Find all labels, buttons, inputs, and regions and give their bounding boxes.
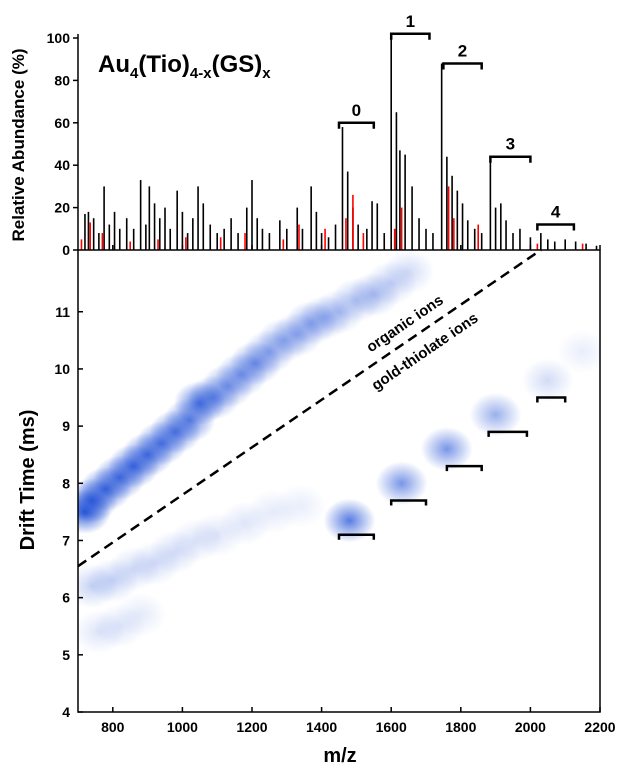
y-tick-label: 100 (47, 30, 71, 46)
y-tick-label: 40 (54, 157, 70, 173)
heatmap (78, 250, 600, 654)
y-tick-label: 20 (54, 200, 70, 216)
x-tick-label: 1200 (236, 719, 267, 735)
y-tick-label: 80 (54, 72, 70, 88)
y-tick-label: 5 (62, 647, 70, 663)
group-label: 3 (506, 135, 515, 154)
x-tick-label: 800 (101, 719, 125, 735)
x-tick-label: 1800 (445, 719, 476, 735)
group-label: 2 (458, 41, 467, 60)
intensity-spot (274, 484, 327, 529)
x-axis-label: m/z (323, 745, 356, 767)
x-tick-label: 1600 (376, 719, 407, 735)
group-label: 0 (352, 101, 361, 120)
y-axis-label: Drift Time (ms) (17, 410, 39, 551)
intensity-spot (114, 592, 167, 637)
x-tick-label: 1400 (306, 719, 337, 735)
drift-bracket (445, 464, 483, 472)
drift-bracket (389, 499, 428, 506)
plot-frame (77, 249, 601, 713)
region-label: gold-thiolate ions (369, 310, 482, 395)
x-tick-label: 2200 (584, 719, 615, 735)
intensity-spot (556, 329, 600, 374)
y-tick-label: 0 (62, 242, 70, 258)
intensity-spot (420, 426, 473, 471)
y-tick-label: 8 (62, 475, 70, 491)
group-bracket (389, 32, 431, 40)
x-tick-label: 2000 (515, 719, 546, 735)
group-bracket (337, 121, 376, 129)
group-bracket (489, 155, 532, 163)
boundary-line (77, 248, 542, 568)
drift-bracket (536, 396, 567, 403)
y-tick-label: 6 (62, 590, 70, 606)
group-bracket (442, 62, 483, 70)
group-bracket (536, 223, 576, 231)
group-label: 1 (406, 12, 415, 31)
y-tick-label: 60 (54, 115, 70, 131)
y-tick-label: 4 (62, 704, 70, 720)
group-label: 4 (551, 203, 561, 222)
intensity-spot (469, 392, 522, 437)
intensity-spot (382, 250, 435, 294)
intensity-spot (521, 358, 574, 403)
y-tick-label: 10 (54, 361, 70, 377)
y-tick-label: 9 (62, 418, 70, 434)
x-tick-label: 1000 (167, 719, 198, 735)
y-axis-label: Relative Abundance (%) (9, 48, 28, 241)
intensity-spot (375, 461, 428, 506)
y-tick-label: 7 (62, 532, 70, 548)
drift-bracket (487, 430, 529, 437)
y-tick-label: 11 (55, 304, 70, 320)
intensity-spot (323, 498, 376, 543)
drift-bracket (337, 533, 376, 540)
chart-title: Au4(Tio)4-x(GS)x (98, 51, 271, 82)
